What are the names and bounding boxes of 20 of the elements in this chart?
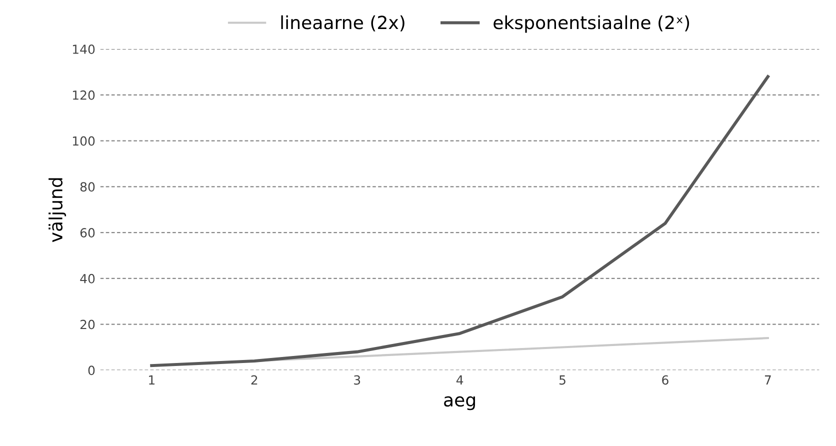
y-tick-label: 60 — [80, 228, 95, 238]
x-tick-label: 3 — [354, 375, 360, 385]
x-tick-label: 5 — [559, 375, 566, 385]
y-tick-label: 140 — [72, 44, 95, 54]
x-tick-label: 7 — [764, 375, 771, 385]
x-tick-label: 6 — [662, 375, 668, 385]
line-series — [150, 75, 770, 368]
y-tick-label: 100 — [72, 136, 95, 146]
y-axis-title: väljund — [48, 178, 66, 242]
legend-label: eksponentsiaalne (2ˣ) — [494, 15, 690, 33]
y-tick-label: 120 — [72, 90, 95, 100]
y-tick-label: 40 — [80, 274, 95, 284]
x-tick-label: 1 — [149, 375, 154, 385]
legend-label: lineaarne (2x) — [281, 15, 404, 32]
y-tick-label: 20 — [80, 320, 95, 330]
y-tick-label: 80 — [80, 182, 95, 192]
x-axis-title: aeg — [444, 396, 475, 410]
y-tick-label: 0 — [88, 366, 95, 376]
x-tick-label: 2 — [251, 375, 258, 385]
x-tick-label: 4 — [456, 375, 464, 385]
